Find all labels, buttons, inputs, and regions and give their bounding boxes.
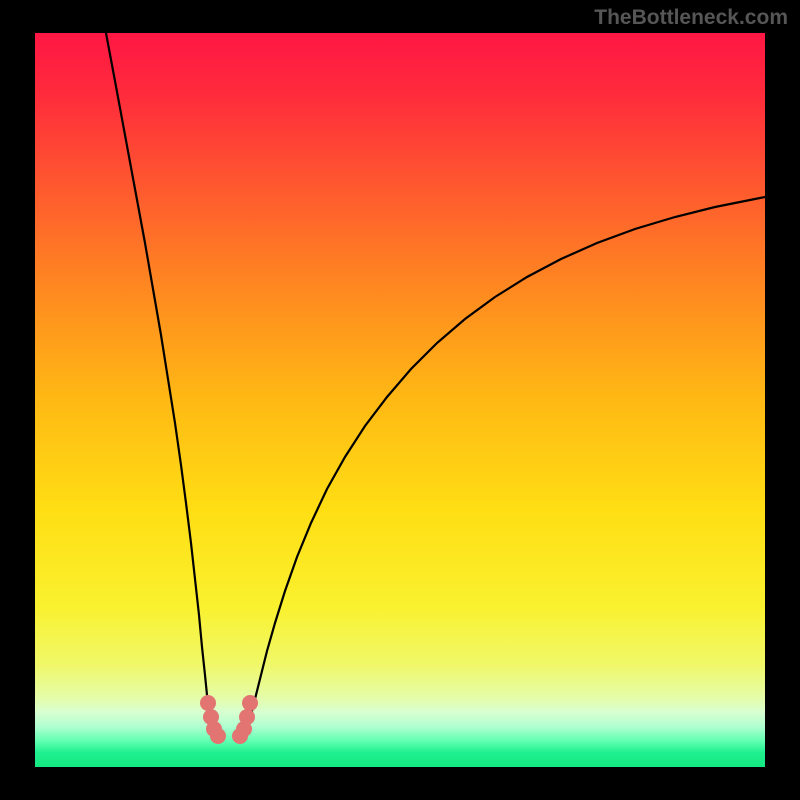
curve-overlay — [35, 33, 765, 767]
bottleneck-dot — [239, 709, 255, 725]
bottleneck-dot — [210, 728, 226, 744]
bottleneck-curve-left — [106, 33, 213, 731]
chart-container: TheBottleneck.com — [0, 0, 800, 800]
bottleneck-dot — [242, 695, 258, 711]
bottleneck-curve-right — [247, 197, 765, 731]
watermark-text: TheBottleneck.com — [594, 6, 788, 30]
bottleneck-dot — [200, 695, 216, 711]
plot-area — [35, 33, 765, 767]
bottleneck-dots — [200, 695, 258, 744]
